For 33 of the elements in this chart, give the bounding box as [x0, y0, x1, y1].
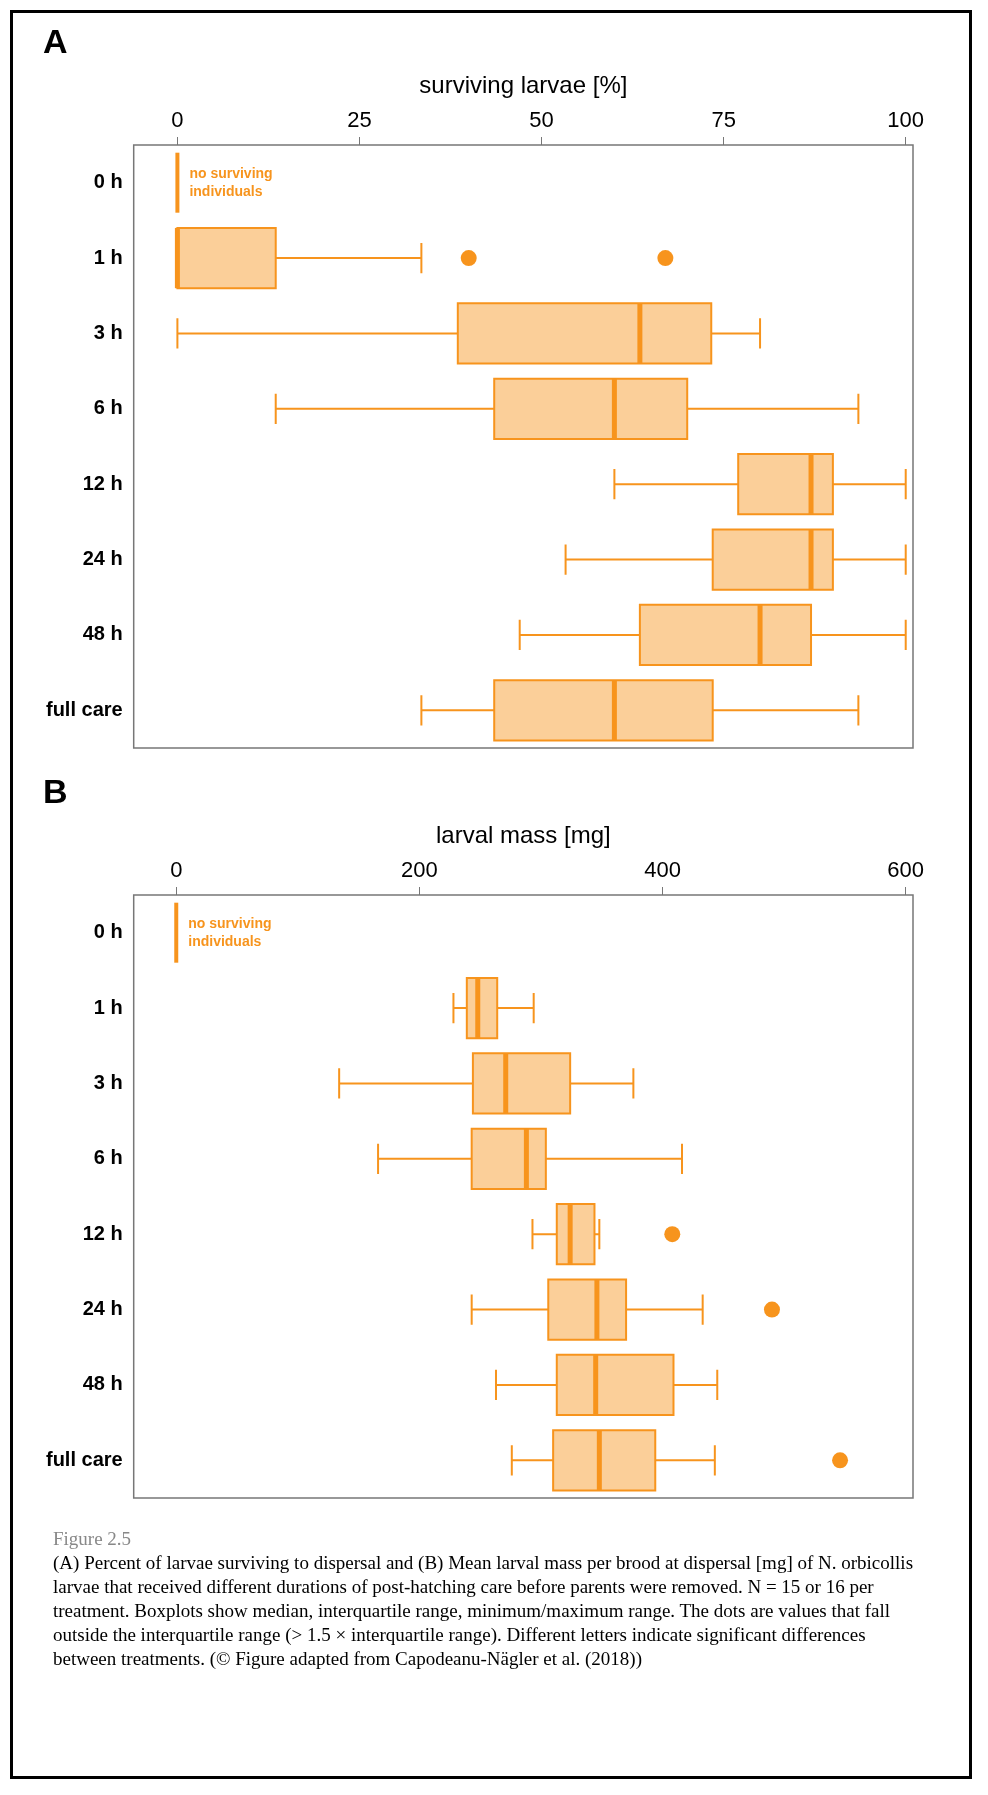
x-tick-label: 0 [171, 106, 184, 132]
y-tick-label: 24 h [82, 1297, 123, 1320]
y-tick-label: 24 h [82, 547, 123, 570]
chart-title: B [43, 771, 68, 810]
y-tick-label: 48 h [82, 1372, 123, 1395]
text: (A) Percent of larvae surviving to dispersal and (B) Mean larval mass per brood at dispersal [mg] of N. orbicollis larvae that received different durations of post-hatching care before parents were removed. N = 15 or 16 per treatment. Boxplots show median, interquartile range, minimum/maximum range. The dots are values that fall outside the interquartile range (> 1.5 × interquartile range). Different letters indicate significant differences between treatments. (© Figure adapted from Capodeanu-Nägler et al. (2018)) [53, 1551, 915, 1671]
y-tick-label: full care [46, 1447, 123, 1470]
y-tick-label: 3 h [93, 320, 123, 343]
x-tick-label: 400 [644, 856, 681, 882]
x-tick-label: 200 [401, 856, 438, 882]
y-tick-label: 12 h [82, 471, 123, 494]
annotation: no surviving individuals [188, 914, 272, 949]
annotation: no surviving individuals [189, 164, 273, 199]
x-tick-label: 100 [887, 106, 925, 132]
chart-title: A [43, 21, 68, 60]
y-tick-label: 6 h [93, 1146, 123, 1169]
y-tick-label: 0 h [93, 170, 123, 193]
x-tick-label: 0 [170, 856, 183, 882]
y-tick-label: full care [46, 697, 123, 720]
y-tick-label: 12 h [82, 1221, 123, 1244]
y-tick-label: 1 h [93, 995, 123, 1018]
y-tick-label: 1 h [93, 245, 123, 268]
y-tick-label: 3 h [93, 1070, 123, 1093]
y-tick-label: 0 h [93, 920, 123, 943]
caption: Figure 2.5 [53, 1527, 133, 1551]
x-tick-label: 75 [711, 106, 736, 132]
x-tick-label: 50 [529, 106, 554, 132]
y-tick-label: 6 h [93, 396, 123, 419]
x-tick-label: 600 [887, 856, 925, 882]
y-tick-label: 48 h [82, 622, 123, 645]
x-axis-title: surviving larvae [%] [419, 70, 628, 98]
x-axis-title: larval mass [mg] [436, 820, 611, 848]
x-tick-label: 25 [347, 106, 372, 132]
